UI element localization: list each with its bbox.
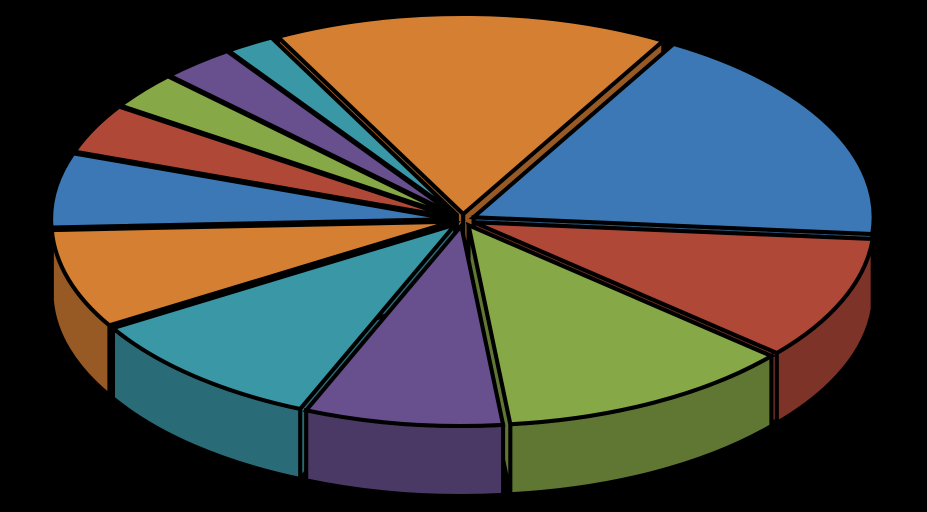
pie-chart-3d [0, 0, 927, 512]
pie-chart-svg [0, 0, 927, 512]
